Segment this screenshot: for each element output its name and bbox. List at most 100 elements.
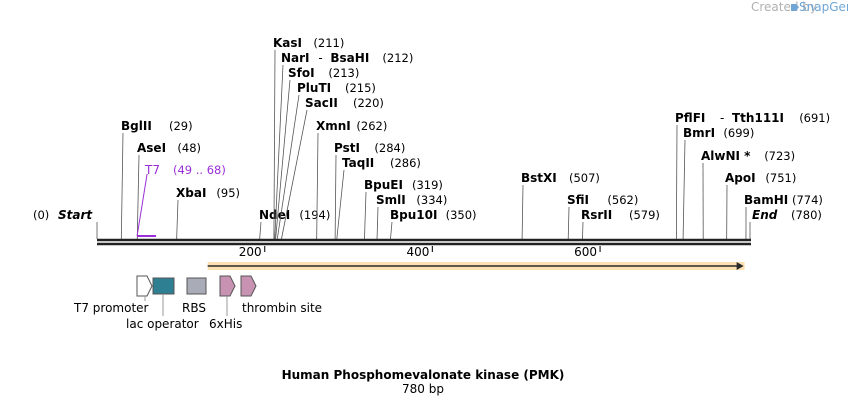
site-leader-line: [120, 132, 124, 240]
site-bpu10i[interactable]: Bpu10I (350): [390, 208, 477, 240]
primer-t7-range: (49 .. 68): [173, 163, 226, 177]
site-position: (48): [177, 141, 201, 155]
site-name: RsrII: [581, 208, 612, 222]
feature-label-6xhis: 6xHis: [209, 317, 242, 331]
map-length: 780 bp: [402, 382, 444, 396]
site-position: (723): [764, 149, 795, 163]
site-position: (691): [799, 111, 830, 125]
6xhis-arrow-icon[interactable]: [219, 275, 236, 297]
orf-arrow[interactable]: [207, 262, 745, 270]
site-nari[interactable]: NarI - BsaHI (212): [274, 51, 414, 240]
site-leader-line: [273, 49, 276, 240]
site-leader-line: [275, 79, 291, 240]
watermark-created-by: Created by: [751, 0, 817, 14]
site-position: (95): [216, 186, 240, 200]
site-ndei[interactable]: NdeI (194): [259, 208, 330, 240]
site-name: BamHI: [744, 193, 788, 207]
site-position: (262): [356, 119, 387, 133]
site-bstxi[interactable]: BstXI (507): [521, 171, 600, 240]
site-name: TaqII: [342, 156, 374, 170]
site-apoi[interactable]: ApoI (751): [725, 171, 796, 240]
features: T7 promoter lac operator RBS 6xHis throm…: [73, 275, 322, 331]
site-sfoi[interactable]: SfoI (213): [275, 66, 360, 240]
site-bglii[interactable]: BglII (29): [120, 119, 193, 240]
site-name: PluTI: [297, 81, 331, 95]
site-name: XmnI: [316, 119, 351, 133]
site-name: KasI: [273, 36, 302, 50]
site-name: AseI: [137, 141, 166, 155]
site-leader-line: [336, 169, 345, 240]
dna-backbone: [97, 238, 751, 246]
primer-t7-leader: [136, 173, 148, 237]
site-position: (562): [607, 193, 638, 207]
site-position: (194): [299, 208, 330, 222]
site-taqii[interactable]: TaqII (286): [336, 156, 421, 240]
site-position: (319): [412, 178, 443, 192]
primer-t7[interactable]: T7 (49 .. 68): [136, 163, 226, 237]
site-leader-line: [136, 154, 140, 240]
map-title: Human Phosphomevalonate kinase (PMK): [282, 368, 565, 382]
site-leader-line: [259, 221, 262, 240]
site-smli[interactable]: SmlI (334): [376, 193, 447, 240]
site-bpuei[interactable]: BpuEI (319): [364, 178, 443, 240]
site-kasi[interactable]: KasI (211): [273, 36, 344, 240]
site-position: (350): [446, 208, 477, 222]
feature-label-thrombin-site: thrombin site: [242, 301, 322, 315]
site-xbai[interactable]: XbaI (95): [176, 186, 240, 240]
rbs-box[interactable]: [186, 277, 207, 295]
site-position: (212): [382, 51, 413, 65]
restriction-sites: BglII (29)AseI (48) XbaI (95) NdeI (194) KasI (2…: [96, 36, 830, 240]
t7-promoter-arrow-icon[interactable]: [136, 275, 153, 297]
site-xmni[interactable]: XmnI (262): [316, 119, 387, 240]
site-asei[interactable]: AseI (48): [136, 141, 201, 240]
site-position: (286): [390, 156, 421, 170]
ruler-tick-label: 200: [239, 245, 262, 259]
site-leader-line: [582, 221, 584, 240]
feature-label-rbs: RBS: [182, 301, 206, 315]
site-pflfi[interactable]: PflFI - Tth111I (691): [675, 111, 830, 240]
site-leader-line: [276, 94, 300, 240]
site-position: (751): [765, 171, 796, 185]
site-position: (579): [629, 208, 660, 222]
site-sacii[interactable]: SacII (220): [281, 96, 384, 240]
site-alwni[interactable]: AlwNI * (723): [701, 149, 795, 240]
feature-label-t7-promoter: T7 promoter: [73, 301, 149, 315]
site-position: (215): [345, 81, 376, 95]
site-name: NarI: [281, 51, 310, 65]
site-position: (213): [328, 66, 359, 80]
site-position: (29): [169, 119, 193, 133]
site-pluti[interactable]: PluTI (215): [276, 81, 376, 240]
ruler-tick-label: 400: [406, 245, 429, 259]
site-position: (284): [374, 141, 405, 155]
site-bmri[interactable]: BmrI (699): [682, 126, 754, 240]
snapgene-watermark: Created by SnapGene: [751, 0, 848, 14]
site-position: (220): [353, 96, 384, 110]
thrombin-site-arrow-icon[interactable]: [240, 275, 257, 297]
start-label: Start: [58, 208, 93, 222]
site-name: PflFI: [675, 111, 705, 125]
site-position: (507): [569, 171, 600, 185]
site-leader-line: [316, 132, 319, 240]
site-psti[interactable]: PstI (284): [334, 141, 405, 240]
ruler-tick-label: 600: [574, 245, 597, 259]
orf-arrowhead-icon: [736, 262, 744, 270]
site-name: ApoI: [725, 171, 756, 185]
site-leader-line: [274, 64, 284, 240]
site-leader-line: [364, 191, 367, 240]
site-leader-line: [521, 184, 524, 240]
site-name: Bpu10I: [390, 208, 437, 222]
ruler: 200 400 600: [239, 245, 601, 259]
site-name: SacII: [305, 96, 338, 110]
site-sfii[interactable]: SfiI (562): [567, 193, 638, 240]
site-name: NdeI: [259, 208, 290, 222]
lac-operator-box[interactable]: [152, 277, 175, 295]
site-name-2: BsaHI: [330, 51, 369, 65]
site-bamhi[interactable]: BamHI (774): [744, 193, 823, 240]
site-rsrii[interactable]: RsrII (579): [581, 208, 660, 240]
site-name: BstXI: [521, 171, 557, 185]
site-position: (699): [723, 126, 754, 140]
site-leader-line: [376, 206, 379, 240]
end-position: (780): [791, 208, 822, 222]
site-name: SmlI: [376, 193, 406, 207]
